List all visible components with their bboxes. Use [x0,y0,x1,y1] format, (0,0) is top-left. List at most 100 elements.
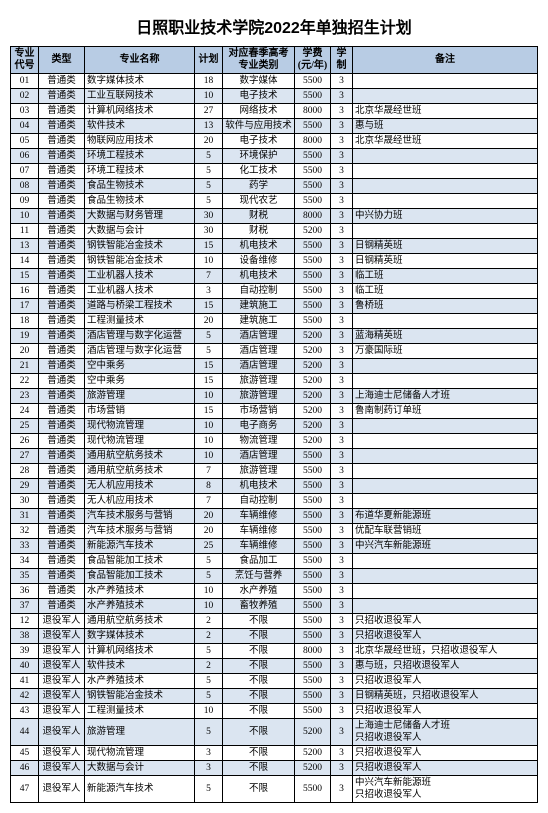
cell: 5500 [295,704,331,719]
cell: 工业机器人技术 [85,269,195,284]
cell [353,374,538,389]
cell: 5200 [295,374,331,389]
cell: 20 [11,344,39,359]
cell: 建筑施工 [223,314,295,329]
cell: 退役军人 [39,704,85,719]
cell: 5500 [295,569,331,584]
cell: 24 [11,404,39,419]
cell: 44 [11,719,39,746]
cell: 3 [331,299,353,314]
cell: 机电技术 [223,479,295,494]
table-row: 14普通类钢铁智能冶金技术10设备维修55003日钢精英班 [11,254,538,269]
cell: 5500 [295,599,331,614]
cell: 钢铁智能冶金技术 [85,239,195,254]
cell: 普通类 [39,119,85,134]
cell: 普通类 [39,599,85,614]
cell: 上海迪士尼储备人才班 [353,389,538,404]
cell: 退役军人 [39,674,85,689]
cell: 28 [11,464,39,479]
cell: 37 [11,599,39,614]
cell: 日钢精英班 [353,239,538,254]
cell: 新能源汽车技术 [85,776,195,803]
cell: 5 [195,569,223,584]
cell: 只招收退役军人 [353,746,538,761]
cell: 5500 [295,239,331,254]
cell: 只招收退役军人 [353,761,538,776]
cell: 退役军人 [39,614,85,629]
cell: 钢铁智能冶金技术 [85,254,195,269]
table-row: 41退役军人水产养殖技术5不限55003只招收退役军人 [11,674,538,689]
table-row: 28普通类通用航空航务技术7旅游管理55003 [11,464,538,479]
table-row: 03普通类计算机网络技术27网络技术80003北京华晟经世班 [11,104,538,119]
cell: 布道华夏新能源班 [353,509,538,524]
cell: 3 [331,209,353,224]
col-header: 计划 [195,47,223,74]
cell: 中兴汽车新能源班只招收退役军人 [353,776,538,803]
cell: 08 [11,179,39,194]
cell: 5500 [295,314,331,329]
table-row: 25普通类现代物流管理10电子商务52003 [11,419,538,434]
cell: 烹饪与营养 [223,569,295,584]
cell: 10 [195,704,223,719]
cell: 5500 [295,284,331,299]
cell: 新能源汽车技术 [85,539,195,554]
cell: 5 [195,554,223,569]
cell: 不限 [223,629,295,644]
cell: 钢铁智能冶金技术 [85,689,195,704]
cell: 5200 [295,419,331,434]
table-row: 30普通类无人机应用技术7自动控制55003 [11,494,538,509]
cell: 3 [331,329,353,344]
cell: 普通类 [39,479,85,494]
cell: 3 [331,746,353,761]
cell: 5200 [295,344,331,359]
table-row: 26普通类现代物流管理10物流管理52003 [11,434,538,449]
table-row: 18普通类工程测量技术20建筑施工55003 [11,314,538,329]
cell: 5 [195,776,223,803]
cell: 只招收退役军人 [353,629,538,644]
cell: 普通类 [39,269,85,284]
cell: 5500 [295,689,331,704]
cell [353,359,538,374]
cell: 食品智能加工技术 [85,554,195,569]
cell: 47 [11,776,39,803]
cell: 车辆维修 [223,509,295,524]
cell [353,494,538,509]
table-row: 01普通类数字媒体技术18数字媒体55003 [11,74,538,89]
cell: 工业机器人技术 [85,284,195,299]
cell: 10 [195,254,223,269]
table-row: 10普通类大数据与财务管理30财税80003中兴协力班 [11,209,538,224]
cell: 药学 [223,179,295,194]
cell: 3 [331,284,353,299]
cell: 5200 [295,746,331,761]
cell: 3 [195,746,223,761]
cell: 10 [195,599,223,614]
cell: 软件与应用技术 [223,119,295,134]
cell: 10 [195,449,223,464]
cell: 通用航空航务技术 [85,449,195,464]
cell: 环境保护 [223,149,295,164]
cell: 36 [11,584,39,599]
cell: 水产养殖 [223,584,295,599]
cell: 5500 [295,659,331,674]
cell: 8000 [295,104,331,119]
cell: 3 [331,314,353,329]
cell: 普通类 [39,359,85,374]
cell: 普通类 [39,149,85,164]
cell: 5 [195,674,223,689]
cell: 道路与桥梁工程技术 [85,299,195,314]
cell: 3 [195,761,223,776]
cell: 10 [195,584,223,599]
cell: 环境工程技术 [85,149,195,164]
cell: 日钢精英班，只招收退役军人 [353,689,538,704]
cell: 工业互联网技术 [85,89,195,104]
cell: 普通类 [39,434,85,449]
cell: 3 [331,134,353,149]
cell: 酒店管理 [223,329,295,344]
cell: 03 [11,104,39,119]
cell: 空中乘务 [85,374,195,389]
cell: 3 [331,149,353,164]
cell: 普通类 [39,419,85,434]
cell [353,479,538,494]
cell: 35 [11,569,39,584]
table-row: 32普通类汽车技术服务与营销20车辆维修55003优配车联营销班 [11,524,538,539]
